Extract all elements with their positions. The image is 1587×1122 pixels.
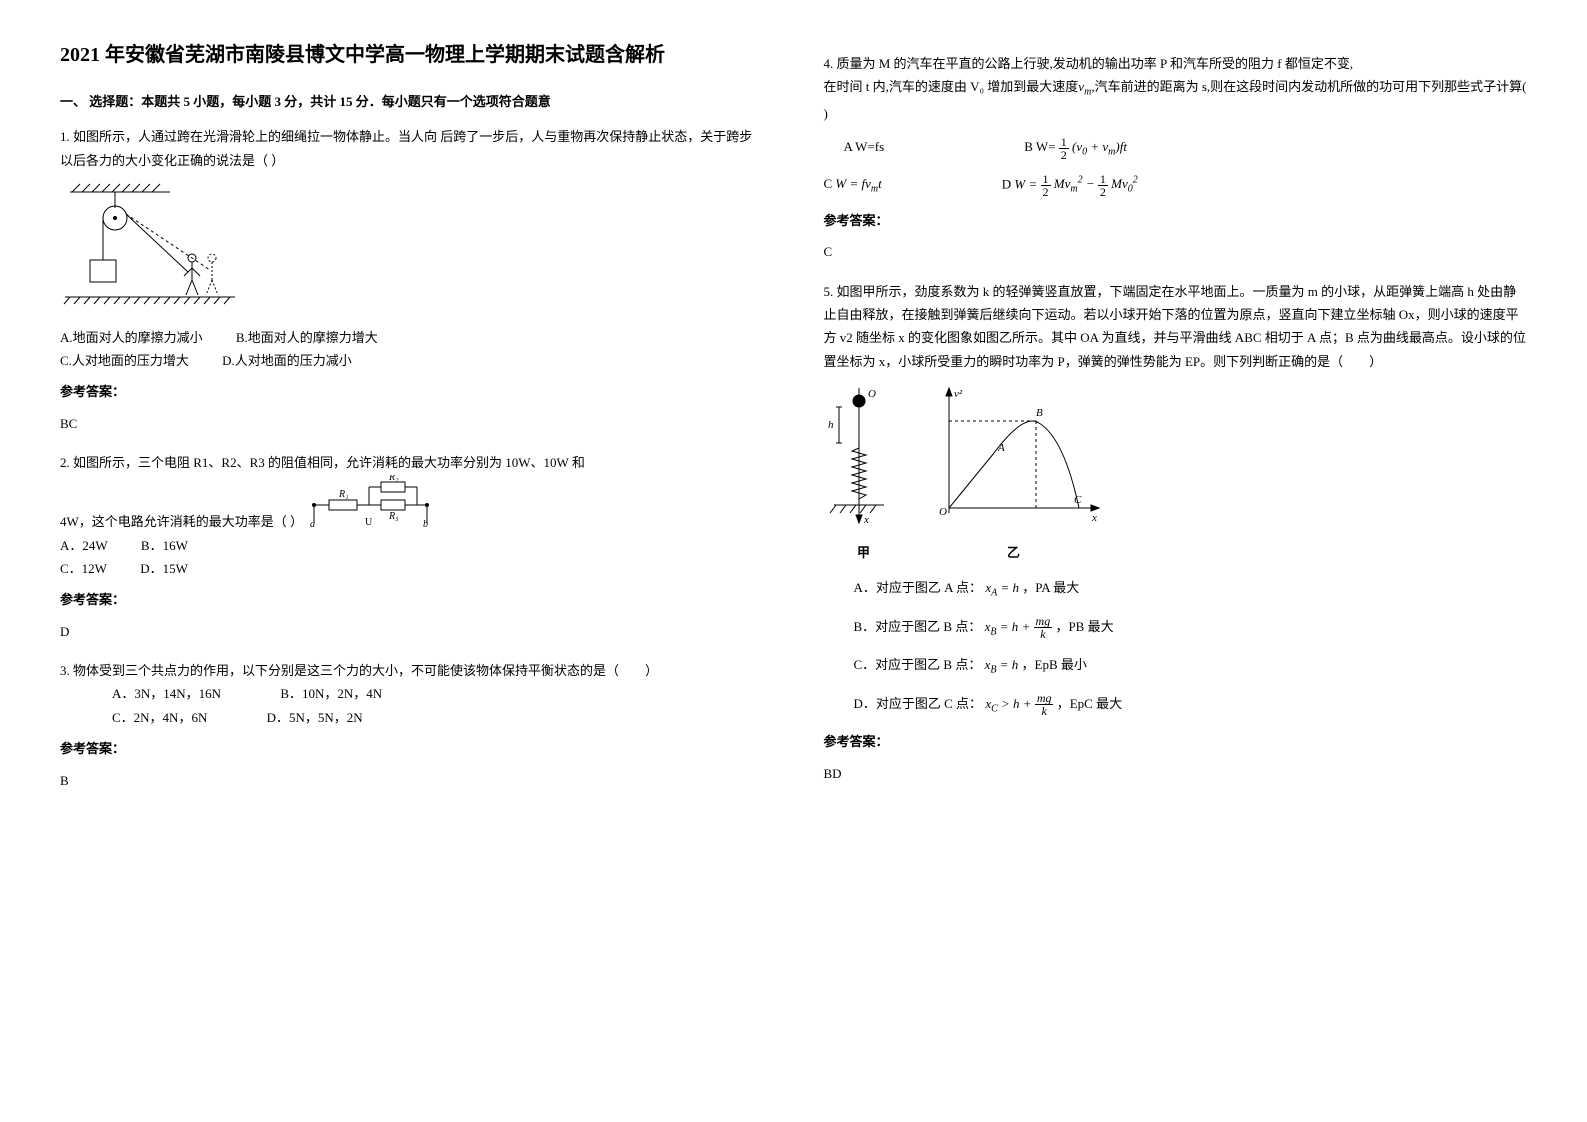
svg-text:O: O — [939, 506, 947, 518]
svg-text:R₁: R₁ — [338, 489, 349, 500]
q5-ans-label: 参考答案： — [824, 730, 1528, 753]
q5-opt-d: D．对应于图乙 C 点： xC > h + mgk ，EpC 最大 — [854, 692, 1528, 719]
svg-text:R₂: R₂ — [388, 475, 399, 483]
q1-figure — [60, 180, 764, 317]
svg-text:x: x — [863, 514, 869, 526]
q1-opt-c: C.人对地面的压力增大 — [60, 349, 189, 372]
q1-options: A.地面对人的摩擦力减小 B.地面对人的摩擦力增大 C.人对地面的压力增大 D.… — [60, 326, 764, 373]
q4-ans: C — [824, 240, 1528, 263]
q2-opt-d: D．15W — [140, 557, 188, 580]
q4-label-c: C — [824, 176, 833, 191]
q4-row-cd: C W = fvmt D W = 12 Mvm2 − 12 Mv02 — [824, 172, 1528, 199]
q5-cap2: 乙 — [924, 541, 1104, 564]
q5-optb-pre: B．对应于图乙 B 点： — [854, 619, 982, 634]
q2-ans: D — [60, 620, 764, 643]
q5-opt-b: B．对应于图乙 B 点： xB = h + mgk ，PB 最大 — [854, 615, 1528, 642]
left-column: 2021 年安徽省芜湖市南陵县博文中学高一物理上学期期末试题含解析 一、 选择题… — [60, 40, 764, 808]
svg-text:O: O — [868, 388, 876, 400]
q4-stem-b: 在时间 t 内,汽车的速度由 V₀ 增加到最大速度 — [824, 79, 1079, 94]
question-4: 4. 质量为 M 的汽车在平直的公路上行驶,发动机的输出功率 P 和汽车所受的阻… — [824, 52, 1528, 264]
q5-figures: O h x 甲 — [824, 383, 1528, 564]
q5-ans: BD — [824, 762, 1528, 785]
q5-opt-a: A．对应于图乙 A 点： xA = h ，PA 最大 — [854, 576, 1528, 603]
right-column: 4. 质量为 M 的汽车在平直的公路上行驶,发动机的输出功率 P 和汽车所受的阻… — [824, 40, 1528, 808]
page: 2021 年安徽省芜湖市南陵县博文中学高一物理上学期期末试题含解析 一、 选择题… — [60, 40, 1527, 808]
q5-opta-pre: A．对应于图乙 A 点： — [854, 580, 983, 595]
q5-optd-pre: D．对应于图乙 C 点： — [854, 696, 983, 711]
q2-stem-a: 2. 如图所示，三个电阻 R1、R2、R3 的阻值相同，允许消耗的最大功率分别为… — [60, 451, 764, 474]
question-2: 2. 如图所示，三个电阻 R1、R2、R3 的阻值相同，允许消耗的最大功率分别为… — [60, 451, 764, 643]
q3-opt-d: D．5N，5N，2N — [241, 706, 363, 729]
q4-opt-d: D W = 12 Mvm2 − 12 Mv02 — [962, 172, 1138, 199]
q1-stem: 1. 如图所示，人通过跨在光滑滑轮上的细绳拉一物体静止。当人向 后跨了一步后，人… — [60, 125, 764, 172]
q4-label-a: A W=fs — [844, 139, 885, 154]
question-1: 1. 如图所示，人通过跨在光滑滑轮上的细绳拉一物体静止。当人向 后跨了一步后，人… — [60, 125, 764, 435]
q3-stem: 3. 物体受到三个共点力的作用，以下分别是这三个力的大小，不可能使该物体保持平衡… — [60, 659, 764, 682]
q4-label-b: B W= — [1024, 139, 1055, 154]
q3-opt-c: C．2N，4N，6N — [86, 706, 207, 729]
q4-row-ab: A W=fs B W= 12 (v0 + vm)ft — [824, 135, 1528, 162]
q5-optd-post: ，EpC 最大 — [1057, 696, 1122, 711]
q5-opta-post: ，PA 最大 — [1022, 580, 1079, 595]
q3-opt-b: B．10N，2N，4N — [254, 682, 382, 705]
q1-opt-b: B.地面对人的摩擦力增大 — [236, 326, 378, 349]
q3-ans-label: 参考答案： — [60, 737, 764, 760]
q2-ans-label: 参考答案： — [60, 588, 764, 611]
q2-opt-c: C．12W — [60, 557, 107, 580]
q5-fig1-wrapper: O h x 甲 — [824, 383, 904, 564]
section-head: 一、 选择题：本题共 5 小题，每小题 3 分，共计 15 分．每小题只有一个选… — [60, 90, 764, 113]
svg-text:U: U — [365, 517, 373, 528]
svg-text:v²: v² — [954, 388, 963, 400]
q4-opt-a: A W=fs — [824, 135, 885, 162]
q3-opt-a: A．3N，14N，16N — [86, 682, 221, 705]
q3-options: A．3N，14N，16N B．10N，2N，4N C．2N，4N，6N D．5N… — [60, 682, 764, 729]
svg-text:C: C — [1074, 494, 1082, 506]
question-5: 5. 如图甲所示，劲度系数为 k 的轻弹簧竖直放置，下端固定在水平地面上。一质量… — [824, 280, 1528, 786]
q4-ans-label: 参考答案： — [824, 209, 1528, 232]
title: 2021 年安徽省芜湖市南陵县博文中学高一物理上学期期末试题含解析 — [60, 40, 764, 70]
q5-optc-pre: C．对应于图乙 B 点： — [854, 657, 982, 672]
svg-text:B: B — [1036, 407, 1043, 419]
q4-stem-bc: 在时间 t 内,汽车的速度由 V₀ 增加到最大速度vm,汽车前进的距离为 s,则… — [824, 75, 1528, 125]
q1-ans-label: 参考答案： — [60, 380, 764, 403]
svg-text:h: h — [828, 419, 834, 431]
svg-text:A: A — [997, 442, 1005, 454]
q1-opt-d: D.人对地面的压力减小 — [222, 349, 352, 372]
q1-ans: BC — [60, 412, 764, 435]
svg-text:x: x — [1091, 512, 1097, 524]
q5-optb-post: ，PB 最大 — [1055, 619, 1113, 634]
q5-opt-c: C．对应于图乙 B 点： xB = h ，EpB 最小 — [854, 653, 1528, 680]
q4-label-d: D — [1002, 176, 1011, 191]
q5-fig2-wrapper: O A B C x v² 乙 — [924, 383, 1104, 564]
q4-opt-c: C W = fvmt — [824, 172, 882, 199]
svg-text:a: a — [310, 519, 315, 530]
question-3: 3. 物体受到三个共点力的作用，以下分别是这三个力的大小，不可能使该物体保持平衡… — [60, 659, 764, 792]
svg-text:b: b — [423, 519, 428, 530]
q5-stem: 5. 如图甲所示，劲度系数为 k 的轻弹簧竖直放置，下端固定在水平地面上。一质量… — [824, 280, 1528, 374]
q2-opt-a: A．24W — [60, 534, 108, 557]
q5-cap1: 甲 — [824, 541, 904, 564]
q1-opt-a: A.地面对人的摩擦力减小 — [60, 326, 203, 349]
q5-options: A．对应于图乙 A 点： xA = h ，PA 最大 B．对应于图乙 B 点： … — [824, 576, 1528, 718]
q2-options: A．24W B．16W C．12W D．15W — [60, 534, 764, 581]
q2-stem-b: 4W，这个电路允许消耗的最大功率是（ ） — [60, 510, 303, 533]
q5-optc-post: ，EpB 最小 — [1022, 657, 1087, 672]
q4-stem-a: 4. 质量为 M 的汽车在平直的公路上行驶,发动机的输出功率 P 和汽车所受的阻… — [824, 52, 1528, 75]
svg-text:R₃: R₃ — [388, 511, 399, 522]
q2-opt-b: B．16W — [141, 534, 188, 557]
q3-ans: B — [60, 769, 764, 792]
q4-opt-b: B W= 12 (v0 + vm)ft — [964, 135, 1127, 162]
q2-figure: R₁ R₂ R₃ U a b — [309, 475, 429, 530]
